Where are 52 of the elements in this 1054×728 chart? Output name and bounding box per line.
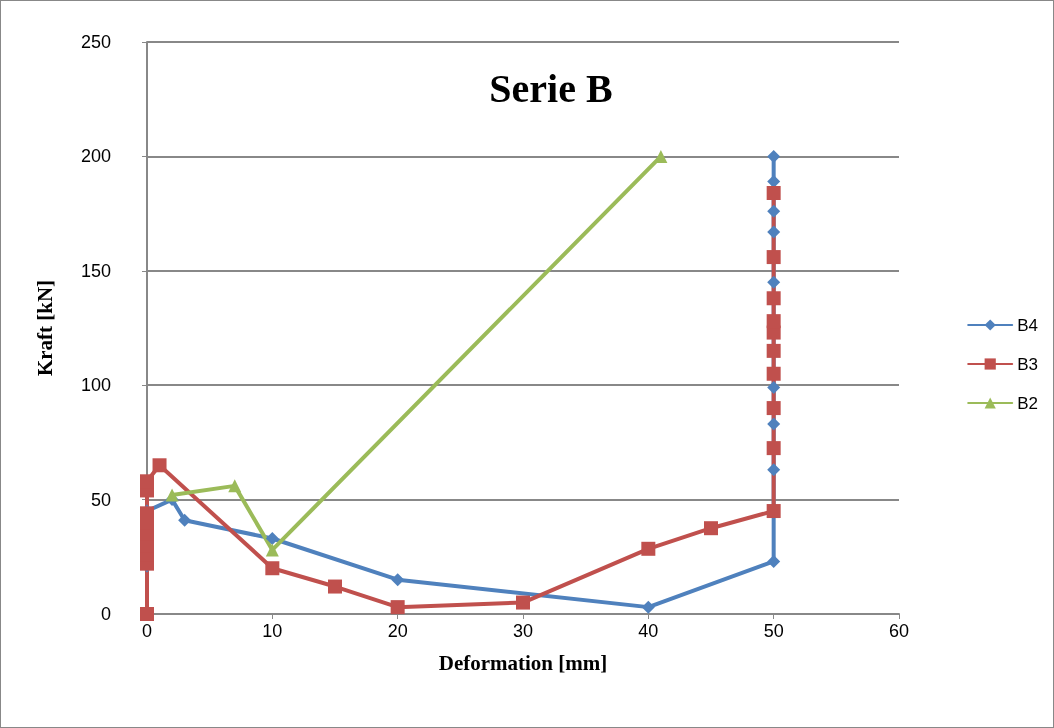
point — [265, 543, 279, 557]
y-tick-label: 50 — [90, 489, 111, 510]
y-tick-label: 150 — [80, 260, 111, 281]
point — [152, 458, 167, 473]
y-tick-label: 0 — [100, 604, 111, 624]
point — [767, 554, 781, 568]
point — [165, 488, 179, 502]
legend-label: B3 — [1017, 354, 1038, 374]
point — [390, 600, 405, 615]
text: Serie B — [489, 65, 613, 111]
point — [767, 463, 781, 477]
point — [641, 600, 655, 614]
point — [391, 573, 405, 587]
point — [516, 595, 530, 610]
point — [767, 204, 781, 218]
point — [228, 479, 242, 493]
point — [328, 579, 342, 594]
point — [641, 541, 656, 556]
point — [265, 561, 280, 576]
point — [766, 366, 781, 381]
x-tick-label: 20 — [387, 621, 408, 641]
x-tick-label: 10 — [262, 621, 283, 641]
legend-label: B4 — [1017, 315, 1038, 335]
point — [767, 417, 781, 431]
x-tick-label: 0 — [141, 621, 153, 641]
x-tick-label: 40 — [638, 621, 659, 641]
x-tick-label: 30 — [512, 621, 534, 641]
x-tick-label: 60 — [888, 621, 910, 641]
point — [178, 513, 192, 527]
y-tick-label: 200 — [80, 146, 111, 167]
point — [766, 291, 781, 306]
y-axis-title: Kraft [kN] — [32, 279, 57, 377]
point — [767, 225, 781, 239]
point — [767, 275, 781, 289]
point — [767, 149, 781, 163]
y-tick-label: 250 — [80, 32, 111, 52]
point — [766, 504, 781, 519]
point — [140, 607, 154, 621]
point — [767, 380, 781, 394]
point — [766, 250, 781, 265]
point — [766, 186, 781, 201]
point — [654, 149, 668, 163]
point — [766, 401, 781, 416]
point — [265, 532, 279, 545]
point — [766, 441, 781, 456]
x-axis-title: Deformation [mm] — [438, 650, 608, 675]
y-tick-label: 100 — [80, 375, 111, 396]
legend-label: B2 — [1017, 393, 1038, 413]
x-tick-label: 50 — [763, 621, 784, 641]
point — [766, 343, 781, 358]
point — [704, 521, 718, 536]
point — [766, 314, 781, 329]
